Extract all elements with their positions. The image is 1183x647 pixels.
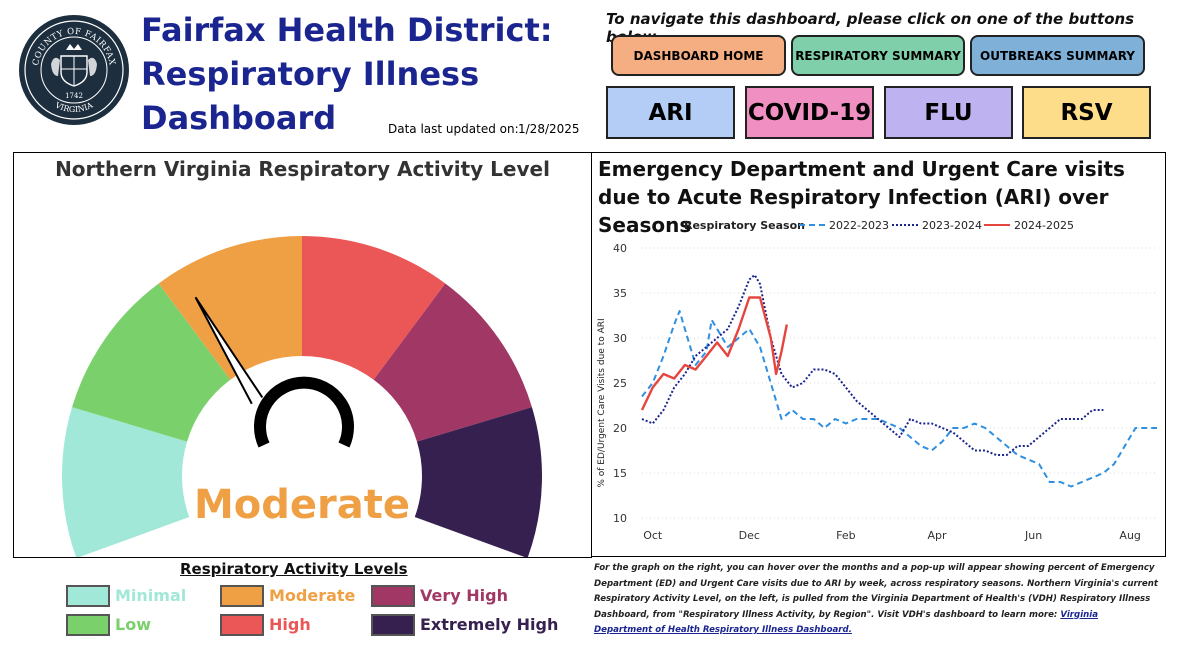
vdh-dashboard-link[interactable]: Virginia Department of Health Respirator… bbox=[594, 609, 1099, 636]
activity-levels-legend-title: Respiratory Activity Levels bbox=[180, 560, 408, 578]
series-line-2022-2023[interactable] bbox=[641, 310, 1157, 488]
gauge-segment-extremely-high bbox=[414, 407, 542, 557]
legend-series-label: 2022-2023 bbox=[829, 219, 889, 232]
legend-label-low: Low bbox=[115, 615, 151, 634]
flu-button[interactable]: FLU bbox=[884, 86, 1013, 139]
legend-label-minimal: Minimal bbox=[115, 586, 187, 605]
y-tick-label: 30 bbox=[613, 332, 627, 345]
y-tick-label: 10 bbox=[613, 512, 627, 525]
svg-text:1742: 1742 bbox=[65, 92, 83, 100]
x-tick-label[interactable]: Oct bbox=[643, 529, 663, 542]
current-level-text: Moderate bbox=[194, 482, 410, 528]
ari-visits-chart-panel: Emergency Department and Urgent Care vis… bbox=[591, 152, 1166, 557]
gauge-segment-low bbox=[72, 283, 231, 442]
svg-text:VIRGINIA: VIRGINIA bbox=[53, 100, 95, 114]
covid-19-button[interactable]: COVID-19 bbox=[745, 86, 874, 139]
y-tick-label: 15 bbox=[613, 467, 627, 480]
respiratory-summary-button[interactable]: RESPIRATORY SUMMARY bbox=[791, 35, 965, 76]
legend-swatch-high bbox=[220, 614, 264, 636]
county-seal-logo: COUNTY OF FAIRFAX VIRGINIA 1742 bbox=[19, 15, 129, 125]
y-axis-label: % of ED/Urgent Care Visits due to ARI bbox=[597, 318, 607, 487]
series-line-2023-2024[interactable] bbox=[641, 274, 1104, 456]
series-line-2024-2025[interactable] bbox=[640, 296, 788, 411]
x-tick-label[interactable]: Apr bbox=[928, 529, 948, 542]
footnote-text: For the graph on the right, you can hove… bbox=[594, 561, 1159, 639]
legend-label-moderate: Moderate bbox=[269, 586, 356, 605]
outbreaks-summary-button[interactable]: OUTBREAKS SUMMARY bbox=[970, 35, 1145, 76]
ari-visits-line-chart[interactable]: Respiratory Season 2022-2023 2023-2024 202… bbox=[592, 153, 1165, 556]
gauge-segment-high bbox=[302, 236, 446, 380]
legend-series-label: 2023-2024 bbox=[922, 219, 982, 232]
gauge-hub-ring bbox=[254, 376, 354, 448]
footnote-body: For the graph on the right, you can hove… bbox=[594, 563, 1158, 620]
legend-swatch-extremely-high bbox=[371, 614, 415, 636]
legend-swatch-moderate bbox=[220, 585, 264, 607]
legend-swatch-minimal bbox=[66, 585, 110, 607]
activity-gauge: Moderate bbox=[62, 236, 542, 557]
gauge-segment-very-high bbox=[373, 283, 532, 442]
legend-series-label: 2024-2025 bbox=[1014, 219, 1074, 232]
chart-title: Emergency Department and Urgent Care vis… bbox=[598, 157, 1125, 237]
last-updated-date: 1/28/2025 bbox=[518, 122, 580, 136]
ari-button[interactable]: ARI bbox=[606, 86, 735, 139]
dashboard-home-button[interactable]: DASHBOARD HOME bbox=[611, 35, 786, 76]
gauge-needle bbox=[194, 296, 264, 405]
x-tick-label[interactable]: Dec bbox=[739, 529, 760, 542]
rsv-button[interactable]: RSV bbox=[1022, 86, 1151, 139]
chart-legend-title: Respiratory Season bbox=[684, 219, 805, 232]
dashboard-title: Fairfax Health District: Respiratory Ill… bbox=[141, 11, 553, 137]
y-tick-label: 25 bbox=[613, 377, 627, 390]
last-updated-label: Data last updated on: bbox=[388, 122, 519, 136]
legend-swatch-very-high bbox=[371, 585, 415, 607]
legend-label-very-high: Very High bbox=[420, 586, 508, 605]
legend-swatch-low bbox=[66, 614, 110, 636]
y-tick-label: 35 bbox=[613, 287, 627, 300]
y-tick-label: 20 bbox=[613, 422, 627, 435]
legend-label-high: High bbox=[269, 615, 311, 634]
x-tick-label[interactable]: Jun bbox=[1024, 529, 1042, 542]
gauge-title: Northern Virginia Respiratory Activity L… bbox=[55, 157, 550, 181]
gauge-segment-moderate bbox=[158, 236, 302, 380]
x-tick-label[interactable]: Aug bbox=[1119, 529, 1140, 542]
x-tick-label[interactable]: Feb bbox=[836, 529, 855, 542]
legend-label-extremely-high: Extremely High bbox=[420, 615, 559, 634]
activity-level-panel: Northern Virginia Respiratory Activity L… bbox=[13, 152, 592, 558]
y-tick-label: 40 bbox=[613, 242, 627, 255]
gauge-segment-minimal bbox=[62, 407, 190, 557]
